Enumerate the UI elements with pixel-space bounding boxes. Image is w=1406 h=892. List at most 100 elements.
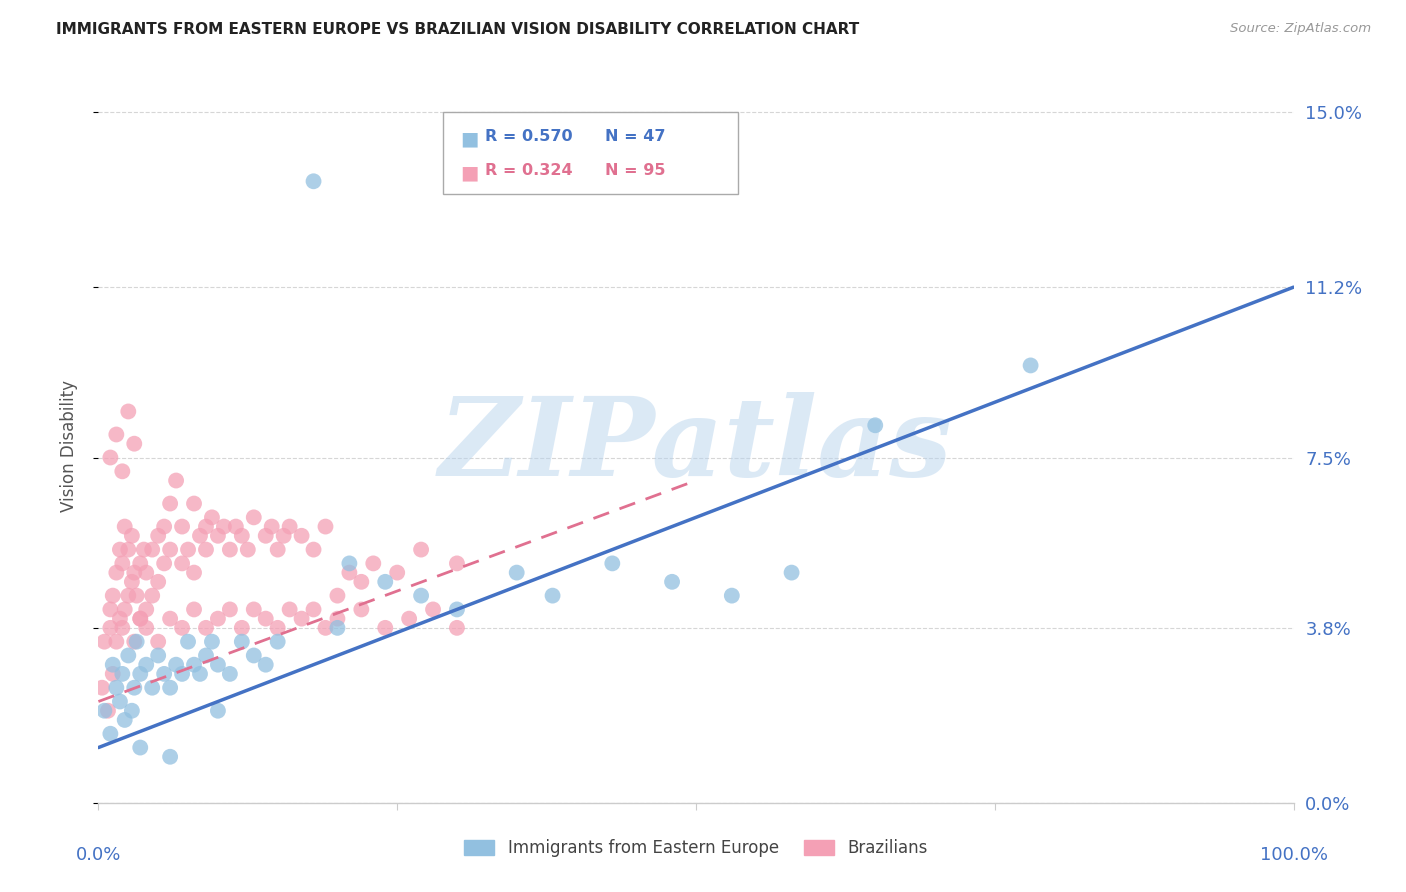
Point [195,621,218,635]
Point [243,510,266,524]
Text: R = 0.570: R = 0.570 [485,129,572,145]
Point [350,602,373,616]
Point [411,542,433,557]
Point [172,621,194,635]
Y-axis label: Vision Disability: Vision Disability [59,380,77,512]
Point [108,612,131,626]
Point [326,612,349,626]
Point [117,648,139,663]
Point [541,589,564,603]
Point [315,621,337,635]
Point [339,566,361,580]
Point [291,612,314,626]
Point [124,634,146,648]
Point [411,589,433,603]
Point [141,589,163,603]
Text: R = 0.324: R = 0.324 [485,163,572,178]
Point [225,519,247,533]
Point [267,634,290,648]
Text: 0.0%: 0.0% [76,846,121,863]
Point [219,602,242,616]
Point [254,529,277,543]
Point [212,519,235,533]
Point [159,542,181,557]
Point [446,621,468,635]
Point [219,666,242,681]
Point [273,529,295,543]
Point [188,529,211,543]
Point [148,574,170,589]
Point [172,519,194,533]
Point [183,657,205,672]
Point [148,648,170,663]
Text: Source: ZipAtlas.com: Source: ZipAtlas.com [1230,22,1371,36]
Point [207,529,229,543]
Point [374,574,396,589]
Point [135,566,157,580]
Point [602,557,624,571]
Point [159,612,181,626]
Point [207,704,229,718]
Point [278,519,301,533]
Point [201,634,224,648]
Point [422,602,444,616]
Point [132,542,155,557]
Point [339,557,361,571]
Point [114,519,136,533]
Point [385,566,409,580]
Point [172,666,194,681]
Point [93,704,115,718]
Point [661,574,683,589]
Point [121,704,143,718]
Point [254,657,277,672]
Point [111,666,134,681]
Point [363,557,385,571]
Point [278,602,301,616]
Point [135,657,157,672]
Point [780,566,803,580]
Point [153,666,176,681]
Point [93,634,115,648]
Point [254,612,277,626]
Point [91,681,114,695]
Point [183,602,205,616]
Point [117,542,139,557]
Point [105,634,128,648]
Point [231,529,253,543]
Text: IMMIGRANTS FROM EASTERN EUROPE VS BRAZILIAN VISION DISABILITY CORRELATION CHART: IMMIGRANTS FROM EASTERN EUROPE VS BRAZIL… [56,22,859,37]
Text: ■: ■ [460,129,478,148]
Point [159,681,181,695]
Point [315,519,337,533]
Point [326,621,349,635]
Point [201,510,224,524]
Point [108,542,131,557]
Point [183,566,205,580]
Point [124,681,146,695]
Point [446,602,468,616]
Point [98,450,122,465]
Point [172,557,194,571]
Point [231,621,253,635]
Point [302,174,325,188]
Point [97,704,120,718]
Point [188,666,211,681]
Point [114,602,136,616]
Point [121,529,143,543]
Point [111,557,134,571]
Point [302,542,325,557]
Point [105,566,128,580]
Point [105,681,128,695]
Point [148,529,170,543]
Point [117,404,139,418]
Point [101,666,124,681]
Text: ■: ■ [460,163,478,182]
Point [267,621,290,635]
Text: N = 95: N = 95 [605,163,665,178]
Point [1019,359,1042,373]
Point [135,621,157,635]
Point [141,542,163,557]
Text: N = 47: N = 47 [605,129,665,145]
Point [219,542,242,557]
Point [207,657,229,672]
Point [398,612,420,626]
